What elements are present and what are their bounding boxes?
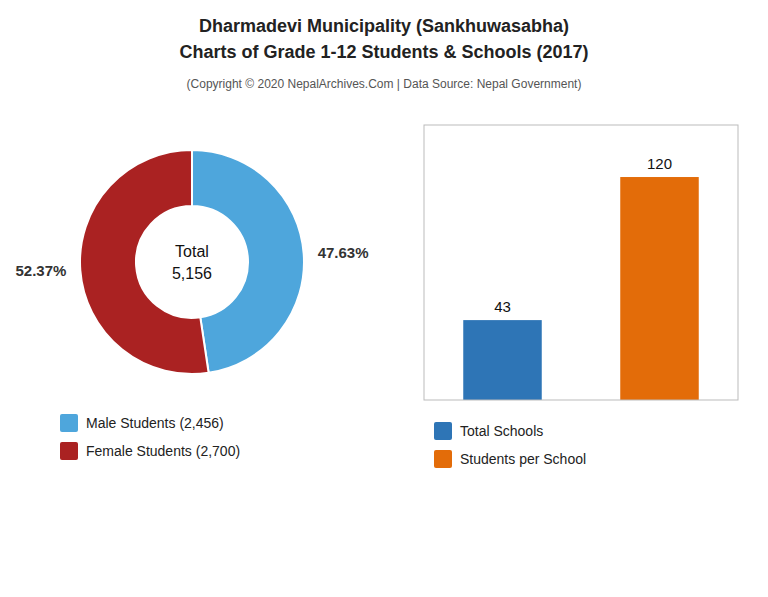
data-label: 120: [647, 155, 672, 172]
background: [0, 0, 768, 597]
legend-label: Students per School: [460, 451, 586, 467]
data-label: 52.37%: [15, 262, 66, 279]
donut-slice: [80, 150, 209, 374]
legend-swatch: [434, 422, 452, 440]
bar: [463, 320, 542, 400]
bars: [463, 177, 699, 400]
chart-title: Charts of Grade 1-12 Students & Schools …: [179, 42, 588, 62]
data-label: 47.63%: [318, 244, 369, 261]
legend-swatch: [434, 450, 452, 468]
legend: Male Students (2,456) Female Students (2,…: [60, 414, 240, 460]
chart-subtitle: (Copyright © 2020 NepalArchives.Com | Da…: [187, 77, 582, 91]
chart-svg: Dharmadevi Municipality (Sankhuwasabha) C…: [0, 0, 768, 597]
center-annotation: 5,156: [172, 265, 212, 282]
legend-label: Male Students (2,456): [86, 415, 224, 431]
center-annotation: Total: [175, 243, 209, 260]
bar-chart: 43 120 Total Schools Students per School: [424, 125, 738, 468]
plot-frame: [424, 125, 738, 400]
legend-label: Total Schools: [460, 423, 543, 439]
donut-chart: 47.63% 52.37% Total 5,156 Male Students (2,4…: [15, 150, 368, 460]
bar: [620, 177, 699, 400]
data-label: 43: [494, 298, 511, 315]
legend-label: Female Students (2,700): [86, 443, 240, 459]
donut-slice: [192, 150, 304, 373]
legend-swatch: [60, 414, 78, 432]
legend-swatch: [60, 442, 78, 460]
chart-title: Dharmadevi Municipality (Sankhuwasabha): [199, 16, 569, 36]
chart-container: Dharmadevi Municipality (Sankhuwasabha) C…: [0, 0, 768, 597]
slices: [80, 150, 304, 374]
legend: Total Schools Students per School: [434, 422, 586, 468]
